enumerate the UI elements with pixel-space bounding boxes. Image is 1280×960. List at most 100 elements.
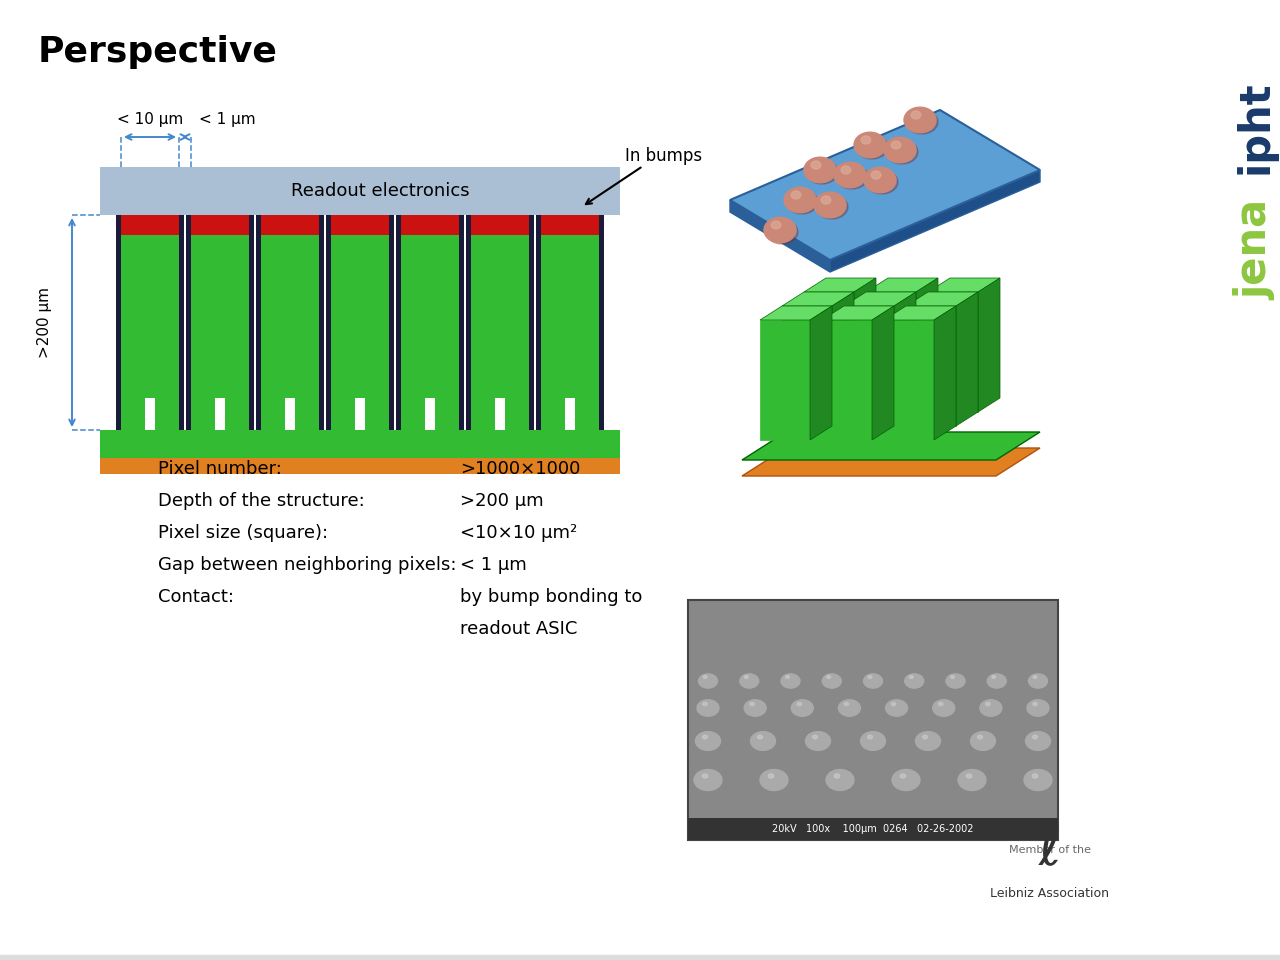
Ellipse shape [765,220,797,244]
Ellipse shape [1033,735,1038,739]
Ellipse shape [703,774,708,779]
Polygon shape [730,200,829,272]
Ellipse shape [900,774,906,779]
Ellipse shape [911,111,920,119]
Ellipse shape [768,774,774,779]
Bar [100,167,620,215]
Ellipse shape [1033,676,1037,679]
Text: >200 μm: >200 μm [460,492,544,510]
Text: readout ASIC: readout ASIC [460,620,577,638]
Text: In bumps: In bumps [625,147,703,165]
Ellipse shape [1032,774,1038,779]
Ellipse shape [978,735,983,739]
Bar [326,213,394,430]
Text: ipht: ipht [1234,80,1276,174]
Ellipse shape [740,674,759,688]
Ellipse shape [703,735,708,739]
Ellipse shape [923,735,928,739]
Ellipse shape [909,676,913,679]
Ellipse shape [1027,700,1050,716]
Bar [425,398,435,430]
Ellipse shape [987,674,1006,688]
Text: Depth of the structure:: Depth of the structure: [157,492,365,510]
Bar [536,213,604,430]
Ellipse shape [884,137,916,163]
Ellipse shape [703,703,708,706]
Ellipse shape [1029,674,1047,688]
Polygon shape [906,292,978,306]
Bar [100,430,620,458]
Text: >1000×1000: >1000×1000 [460,460,580,478]
Ellipse shape [812,161,820,169]
Polygon shape [822,306,893,320]
Ellipse shape [805,732,831,751]
Polygon shape [893,292,916,426]
Ellipse shape [966,774,972,779]
Ellipse shape [813,735,818,739]
Bar [822,320,872,440]
Ellipse shape [836,165,868,189]
Ellipse shape [814,192,846,218]
Bar [332,235,389,430]
Ellipse shape [891,703,896,706]
Ellipse shape [786,676,790,679]
Ellipse shape [758,735,763,739]
Text: ℓ: ℓ [1038,822,1061,875]
Ellipse shape [872,171,881,179]
Ellipse shape [806,160,838,184]
Bar [564,398,575,430]
Ellipse shape [892,770,920,790]
Ellipse shape [886,700,908,716]
Bar [804,292,854,412]
Polygon shape [956,292,978,426]
Text: Perspective: Perspective [38,35,278,69]
Bar [541,215,599,235]
Ellipse shape [835,774,840,779]
Ellipse shape [703,676,707,679]
Ellipse shape [1024,770,1052,790]
Bar [256,213,324,430]
Bar [689,600,1059,840]
Ellipse shape [750,703,754,706]
Bar [186,213,253,430]
Bar [689,818,1059,840]
Text: Contact:: Contact: [157,588,234,606]
Text: Readout electronics: Readout electronics [291,182,470,200]
Ellipse shape [915,732,941,751]
Polygon shape [742,432,1039,460]
Bar [401,235,460,430]
Polygon shape [810,306,832,440]
Ellipse shape [835,162,867,188]
Polygon shape [934,306,956,440]
Bar [122,215,179,235]
Ellipse shape [791,700,813,716]
Text: Leibniz Association: Leibniz Association [991,887,1110,900]
Bar [191,235,250,430]
Ellipse shape [822,196,831,204]
Bar [122,235,179,430]
Polygon shape [832,292,854,426]
Text: >200 μm: >200 μm [37,287,51,358]
Ellipse shape [904,108,936,132]
Ellipse shape [771,221,781,229]
Bar [261,215,319,235]
Ellipse shape [980,700,1002,716]
Ellipse shape [905,674,924,688]
Text: < 1 μm: < 1 μm [460,556,527,574]
Polygon shape [782,292,854,306]
Polygon shape [916,278,938,412]
Polygon shape [742,448,1039,476]
Ellipse shape [868,676,872,679]
Bar [867,292,916,412]
Text: Member of the: Member of the [1009,845,1091,855]
Ellipse shape [694,770,722,790]
Ellipse shape [695,732,721,751]
Ellipse shape [699,674,718,688]
Ellipse shape [1033,703,1037,706]
Ellipse shape [860,732,886,751]
Bar [884,320,934,440]
Bar [355,398,365,430]
Ellipse shape [760,770,788,790]
Ellipse shape [946,674,965,688]
Bar [928,292,978,412]
